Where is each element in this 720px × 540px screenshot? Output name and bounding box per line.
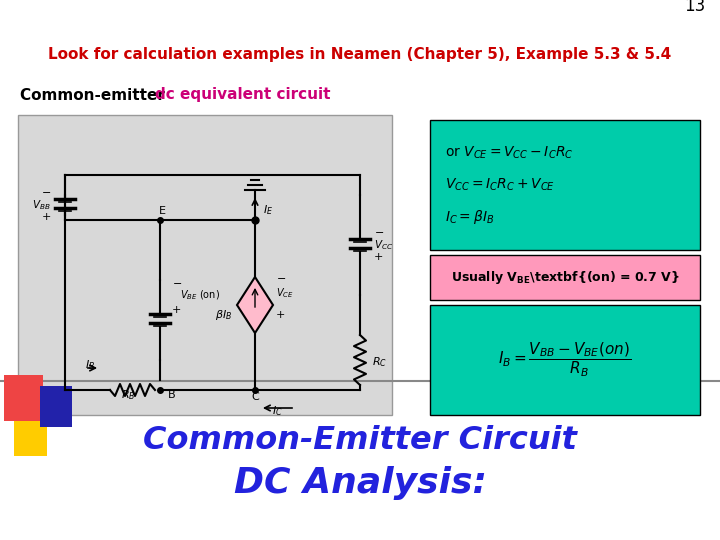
Text: $I_C = \beta I_B$: $I_C = \beta I_B$ [445, 208, 495, 226]
Text: Common-Emitter Circuit: Common-Emitter Circuit [143, 424, 577, 456]
Text: $-$: $-$ [172, 277, 182, 287]
Bar [4, 375, 43, 421]
Text: $-$: $-$ [276, 272, 286, 282]
Text: $R_B$: $R_B$ [121, 388, 135, 402]
Text: $I_B = \dfrac{V_{BB} - V_{BE}(on)}{R_B}$: $I_B = \dfrac{V_{BB} - V_{BE}(on)}{R_B}$ [498, 341, 631, 379]
Text: 13: 13 [684, 0, 705, 15]
Text: Usually $\mathbf{V_{BE}}$\textbf{(on) = 0.7 V}: Usually $\mathbf{V_{BE}}$\textbf{(on) = … [451, 269, 680, 286]
Text: $-$: $-$ [374, 226, 384, 236]
Bar [14, 410, 47, 456]
Bar [40, 386, 72, 427]
Text: or $V_{CE} = V_{CC} - I_C R_C$: or $V_{CE} = V_{CC} - I_C R_C$ [445, 144, 574, 161]
Polygon shape [237, 277, 273, 333]
Text: dc equivalent circuit: dc equivalent circuit [155, 87, 330, 103]
Text: $V_{CE}$: $V_{CE}$ [276, 286, 294, 300]
Text: +: + [276, 310, 285, 320]
Text: $V_{CC}$: $V_{CC}$ [374, 238, 393, 252]
Text: $R_C$: $R_C$ [372, 356, 387, 369]
Text: +: + [374, 252, 383, 262]
Text: +: + [42, 212, 51, 222]
Text: C: C [251, 392, 259, 402]
Bar [430, 255, 700, 300]
Text: $V_{BE}$ (on): $V_{BE}$ (on) [180, 288, 220, 302]
Text: $I_B$: $I_B$ [85, 358, 95, 372]
Text: $\beta I_B$: $\beta I_B$ [215, 308, 232, 322]
Text: $I_C$: $I_C$ [271, 404, 282, 418]
Bar [430, 305, 700, 415]
Text: Common-emitter: Common-emitter [20, 87, 170, 103]
Text: E: E [158, 206, 166, 216]
Text: DC Analysis:: DC Analysis: [233, 467, 487, 500]
Text: $V_{CC} = I_C R_C + V_{CE}$: $V_{CC} = I_C R_C + V_{CE}$ [445, 177, 555, 193]
Text: $I_E$: $I_E$ [263, 203, 273, 217]
Text: $-$: $-$ [41, 186, 51, 196]
Text: Look for calculation examples in Neamen (Chapter 5), Example 5.3 & 5.4: Look for calculation examples in Neamen … [48, 48, 672, 63]
Bar [430, 120, 700, 250]
Text: $V_{BB}$: $V_{BB}$ [32, 198, 51, 212]
Text: +: + [172, 305, 181, 315]
Bar [18, 115, 392, 415]
Text: B: B [168, 390, 176, 400]
